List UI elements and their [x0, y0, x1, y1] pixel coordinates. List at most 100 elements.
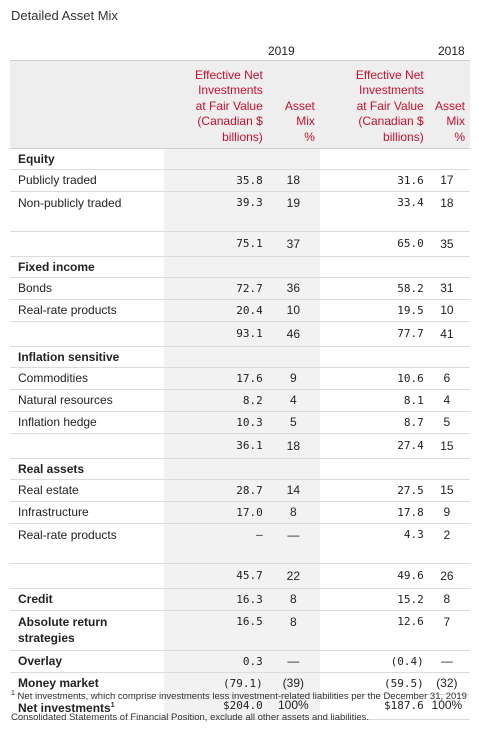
value-2019: 17.0 [164, 501, 267, 524]
mix-2019: 22 [266, 563, 320, 589]
row-label: Fixed income [10, 256, 165, 278]
section-row: Fixed income [10, 256, 470, 278]
mix-2019 [266, 346, 320, 368]
row-label: Commodities [10, 367, 165, 390]
mix-2019: (39) [266, 672, 320, 695]
table-row: Bonds 72.7 36 58.2 31 [10, 277, 470, 300]
section-row: Inflation sensitive [10, 346, 470, 368]
row-label: Equity [10, 148, 165, 170]
mix-2018: 8 [427, 588, 470, 611]
table-row: Non-publicly traded 39.3 19 33.4 18 [10, 191, 470, 232]
mix-2018: 5 [427, 411, 470, 434]
header-asset-mix-2018: Asset Mix% [427, 60, 470, 149]
value-2018: (0.4) [319, 650, 428, 673]
footnote-marker: 1 [11, 690, 15, 697]
table-row: 45.7 22 49.6 26 [10, 563, 470, 589]
value-2018: 33.4 [319, 191, 428, 232]
value-2019: 0.3 [164, 650, 267, 673]
header-effective-net-2019: Effective Net Investments at Fair Value (Ca… [164, 60, 267, 149]
value-2018: 4.3 [319, 523, 428, 564]
year-2019-label: 2019 [268, 44, 295, 58]
value-2019: 45.7 [164, 563, 267, 589]
table-row: 36.1 18 27.4 15 [10, 433, 470, 459]
row-label: Infrastructure [10, 501, 165, 524]
value-2019 [164, 346, 267, 368]
row-label [10, 563, 165, 589]
value-2019 [164, 256, 267, 278]
value-2019: 8.2 [164, 389, 267, 412]
mix-2018: 26 [427, 563, 470, 589]
year-2018-label: 2018 [438, 44, 465, 58]
mix-2018: — [427, 650, 470, 673]
mix-2019: 36 [266, 277, 320, 300]
mix-2019: 8 [266, 501, 320, 524]
mix-2019: 9 [266, 367, 320, 390]
value-2019 [164, 148, 267, 170]
table-row: Real-rate products — —4.3 2 [10, 523, 470, 564]
value-2018: 27.4 [319, 433, 428, 459]
value-2019: 10.3 [164, 411, 267, 434]
value-2018: 65.0 [319, 231, 428, 257]
row-label: Real assets [10, 458, 165, 480]
table-row: Real estate 28.7 14 27.5 15 [10, 479, 470, 502]
mix-2018: 4 [427, 389, 470, 412]
mix-2018: 15 [427, 479, 470, 502]
table-row: Money market (79.1) (39) (59.5) (32) [10, 672, 470, 695]
value-2018: 8.1 [319, 389, 428, 412]
value-2018: 12.6 [319, 610, 428, 651]
row-label: Inflation sensitive [10, 346, 165, 368]
value-2018 [319, 148, 428, 170]
table-row: 93.1 46 77.7 41 [10, 321, 470, 347]
value-2019: 75.1 [164, 231, 267, 257]
table-row: Real-rate products 20.4 10 19.5 10 [10, 299, 470, 322]
value-2019: 93.1 [164, 321, 267, 347]
mix-2018: 10 [427, 299, 470, 322]
row-label [10, 321, 165, 347]
value-2018: 58.2 [319, 277, 428, 300]
footnote-text: Net investments, which comprise investme… [11, 691, 467, 724]
value-2019: 16.5 [164, 610, 267, 651]
mix-2019: 18 [266, 169, 320, 192]
row-label [10, 433, 165, 459]
mix-2019 [266, 256, 320, 278]
table-row: Inflation hedge 10.3 5 8.7 5 [10, 411, 470, 434]
value-2019: (79.1) [164, 672, 267, 695]
mix-2019: 18 [266, 433, 320, 459]
value-2018 [319, 346, 428, 368]
mix-2018: 6 [427, 367, 470, 390]
row-label: Bonds [10, 277, 165, 300]
mix-2018: (32) [427, 672, 470, 695]
value-2018: 27.5 [319, 479, 428, 502]
value-2019: 20.4 [164, 299, 267, 322]
mix-2019: 46 [266, 321, 320, 347]
mix-2018: 9 [427, 501, 470, 524]
mix-2018: 100% [427, 694, 470, 720]
asset-mix-table: Effective Net Investments at Fair Value (Ca… [10, 60, 470, 720]
value-2019: 16.3 [164, 588, 267, 611]
header-asset-mix-2019: Asset Mix% [266, 60, 320, 149]
value-2018: 31.6 [319, 169, 428, 192]
mix-2018: 17 [427, 169, 470, 192]
row-label: Real-rate products [10, 299, 165, 322]
row-label: Inflation hedge [10, 411, 165, 434]
mix-2018 [427, 256, 470, 278]
row-label: Money market [10, 672, 165, 695]
value-2018: 10.6 [319, 367, 428, 390]
table-row: Commodities 17.6 9 10.6 6 [10, 367, 470, 390]
mix-2019: 37 [266, 231, 320, 257]
mix-2019: — [266, 523, 320, 564]
mix-2019: 19 [266, 191, 320, 232]
footnote: 1 Net investments, which comprise invest… [11, 683, 471, 728]
value-2018: $187.6 [319, 694, 428, 720]
row-label: Credit [10, 588, 165, 611]
value-2018: 15.2 [319, 588, 428, 611]
mix-2019: — [266, 650, 320, 673]
mix-2019: 10 [266, 299, 320, 322]
value-2019: 72.7 [164, 277, 267, 300]
table-row: Overlay 0.3— (0.4) — [10, 650, 470, 673]
value-2018: 17.8 [319, 501, 428, 524]
row-label: Net investments1 [10, 694, 165, 720]
table-row: Infrastructure 17.0 8 17.8 9 [10, 501, 470, 524]
value-2019: 39.3 [164, 191, 267, 232]
value-2018: (59.5) [319, 672, 428, 695]
